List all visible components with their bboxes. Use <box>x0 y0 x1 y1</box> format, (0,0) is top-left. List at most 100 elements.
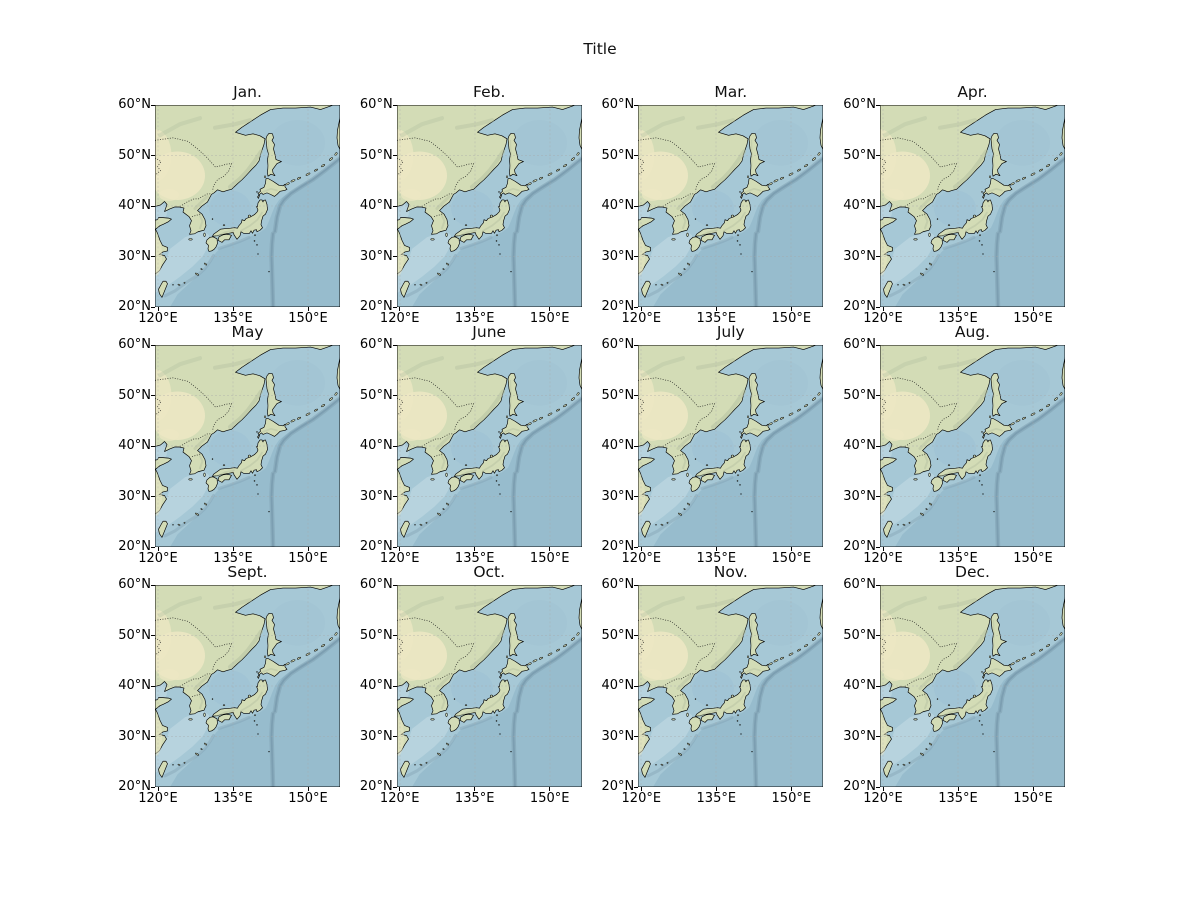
kyushu <box>688 476 702 492</box>
subplot-title: Jan. <box>233 83 262 101</box>
ytick-label: 20°N <box>843 299 876 314</box>
xtick-mark <box>957 787 959 791</box>
xtick-label: 135°E <box>938 551 978 566</box>
graticule <box>396 345 582 547</box>
ryukyu-islands <box>897 262 933 286</box>
ryukyu-trench <box>646 733 699 778</box>
xtick-label: 135°E <box>454 551 495 566</box>
izu-bonin-trench-axis <box>512 232 516 307</box>
minor-islands <box>913 415 995 513</box>
honshu <box>695 439 752 480</box>
mountain-ridges <box>883 356 1003 478</box>
izu-bonin-trench-axis <box>753 232 758 307</box>
xtick-mark <box>307 787 309 791</box>
xtick-label: 150°E <box>771 311 812 326</box>
kyushu <box>688 716 702 732</box>
ytick-label: 30°N <box>118 488 151 504</box>
xtick-mark <box>882 547 884 551</box>
ytick-label: 30°N <box>843 488 876 504</box>
japan-sea-basin <box>209 430 251 467</box>
arid-terrain <box>880 369 930 516</box>
ytick-mark <box>151 395 155 396</box>
yellow-sea-shelf <box>880 471 934 533</box>
mountain-ridges <box>641 116 762 238</box>
ytick-label: 60°N <box>843 337 876 352</box>
ryukyu-trench <box>163 733 215 778</box>
ytick-label: 60°N <box>601 97 635 112</box>
ytick-label: 40°N <box>118 678 151 693</box>
japan-region-map <box>396 105 582 307</box>
ytick-mark <box>151 256 155 257</box>
nankai-trough <box>459 235 493 250</box>
izu-bonin-trench-axis <box>270 472 274 547</box>
shikoku <box>459 713 474 723</box>
kyushu <box>205 236 218 252</box>
honshu <box>453 439 510 480</box>
ytick-label: 20°N <box>843 539 876 554</box>
country-borders <box>155 137 233 217</box>
xtick-label: 135°E <box>454 791 495 806</box>
ytick-mark <box>151 786 155 788</box>
kamchatka-sliver <box>819 597 824 630</box>
sakhalin <box>748 372 766 417</box>
xtick-label: 150°E <box>288 311 328 326</box>
xtick-mark <box>474 307 476 311</box>
xtick-label: 120°E <box>621 791 662 806</box>
sakhalin <box>990 612 1007 657</box>
kamchatka-sliver <box>336 597 340 630</box>
subplot-title: Sept. <box>227 563 268 581</box>
pacific-deep-water <box>170 157 340 307</box>
nankai-trough <box>217 235 251 250</box>
ytick-mark <box>876 395 880 396</box>
kamchatka-sliver <box>1061 357 1065 390</box>
xtick-label: 135°E <box>938 311 978 326</box>
subplot-june: June <box>360 323 582 566</box>
shikoku <box>942 233 957 243</box>
xtick-label: 135°E <box>213 551 253 566</box>
sakhalin <box>990 132 1007 177</box>
subplot-title: May <box>231 323 264 341</box>
ytick-label: 40°N <box>601 198 635 213</box>
mainland-asia-north <box>155 585 334 715</box>
ytick-label: 30°N <box>118 248 151 264</box>
xtick-mark <box>232 787 234 791</box>
yellow-sea-shelf <box>155 471 209 533</box>
hokkaido <box>498 418 530 439</box>
izu-bonin-trench-axis <box>512 472 516 547</box>
izu-bonin-trench-axis <box>995 232 999 307</box>
ytick-mark <box>151 546 155 548</box>
xtick-mark <box>157 787 159 791</box>
kuril-islands <box>527 632 580 666</box>
ytick-mark <box>392 496 397 497</box>
pacific-deep-water <box>895 637 1065 787</box>
japan-region-map <box>638 585 824 787</box>
kamchatka-sliver <box>578 597 582 630</box>
ryukyu-islands <box>413 742 449 766</box>
graticule <box>155 105 340 307</box>
ytick-mark <box>151 205 155 207</box>
ryukyu-trench <box>405 733 457 778</box>
ytick-mark <box>876 344 880 346</box>
ytick-mark <box>634 546 639 548</box>
subplot-title: Aug. <box>954 323 991 341</box>
xtick-mark <box>549 307 551 311</box>
honshu <box>453 199 510 240</box>
pacific-deep-water <box>170 637 340 787</box>
ryukyu-trench <box>888 253 940 298</box>
taiwan <box>399 760 410 778</box>
mountain-ridges <box>641 596 762 718</box>
ytick-mark <box>876 584 880 586</box>
hokkaido <box>257 418 288 439</box>
kuril-islands <box>285 392 338 426</box>
ytick-label: 20°N <box>601 779 635 794</box>
kuril-japan-trench-axis <box>274 397 340 473</box>
kuril-japan-trench-axis <box>757 157 824 233</box>
ytick-label: 20°N <box>359 779 393 794</box>
ryukyu-islands <box>172 742 208 766</box>
hokkaido <box>257 178 288 199</box>
xtick-mark <box>1032 307 1034 311</box>
figure-title: Title <box>583 40 617 58</box>
kuril-islands <box>1010 632 1063 666</box>
xtick-mark <box>474 787 476 791</box>
ytick-label: 50°N <box>601 387 635 403</box>
